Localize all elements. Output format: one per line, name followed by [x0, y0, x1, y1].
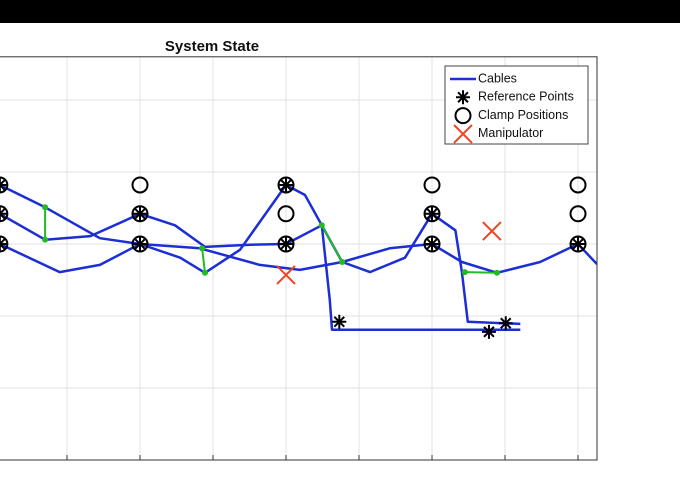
reference-marker: [425, 237, 440, 251]
grid: [0, 56, 597, 460]
top-bar: [0, 0, 680, 23]
clamp-marker: [131, 235, 149, 253]
connector-point: [199, 245, 206, 252]
reference-marker: [425, 206, 440, 221]
connector: [464, 271, 498, 274]
connector: [201, 248, 206, 273]
clamp-marker: [569, 205, 587, 223]
reference-marker: [279, 237, 294, 251]
legend-label: Cables: [478, 71, 517, 85]
clamp-marker: [423, 176, 441, 194]
clamp-marker: [569, 235, 587, 253]
legend-symbol: [456, 90, 470, 105]
legend-symbol: [453, 124, 473, 144]
manipulator-marker: [276, 265, 296, 285]
legend-symbol: [454, 107, 472, 125]
clamp-marker: [277, 176, 295, 194]
connector-point: [461, 269, 468, 276]
connector-point: [201, 269, 208, 276]
manipulator-marker: [482, 221, 502, 241]
plot-area: [0, 176, 597, 339]
clamp-marker: [0, 205, 9, 223]
clamp-marker: [569, 176, 587, 194]
cable: [0, 183, 521, 331]
connector: [320, 224, 344, 263]
clamp-marker: [0, 235, 9, 253]
legend-label: Clamp Positions: [478, 108, 568, 122]
reference-marker: [133, 237, 148, 251]
clamp-marker: [0, 176, 9, 194]
clamp-marker: [423, 205, 441, 223]
chart-title: System State: [165, 38, 259, 55]
connector-point: [42, 236, 49, 243]
clamp-marker: [131, 176, 149, 194]
legend-label: Reference Points: [478, 90, 574, 104]
reference-marker: [332, 314, 347, 329]
connector-point: [493, 269, 500, 276]
reference-marker: [279, 177, 294, 192]
connector-point: [339, 259, 346, 265]
axes-frame: [0, 56, 598, 461]
clamp-marker: [131, 205, 149, 223]
reference-marker: [498, 316, 513, 331]
connector-point: [318, 222, 325, 229]
clamp-marker: [423, 235, 441, 253]
legend: Cables Reference Points Clamp Positions Man…: [444, 65, 589, 145]
reference-marker: [481, 324, 496, 339]
reference-marker: [133, 206, 148, 221]
connector-point: [42, 204, 49, 211]
reference-marker: [571, 237, 586, 251]
clamp-marker: [277, 235, 295, 253]
clamp-marker: [277, 205, 295, 223]
legend-label: Manipulator: [478, 126, 543, 140]
